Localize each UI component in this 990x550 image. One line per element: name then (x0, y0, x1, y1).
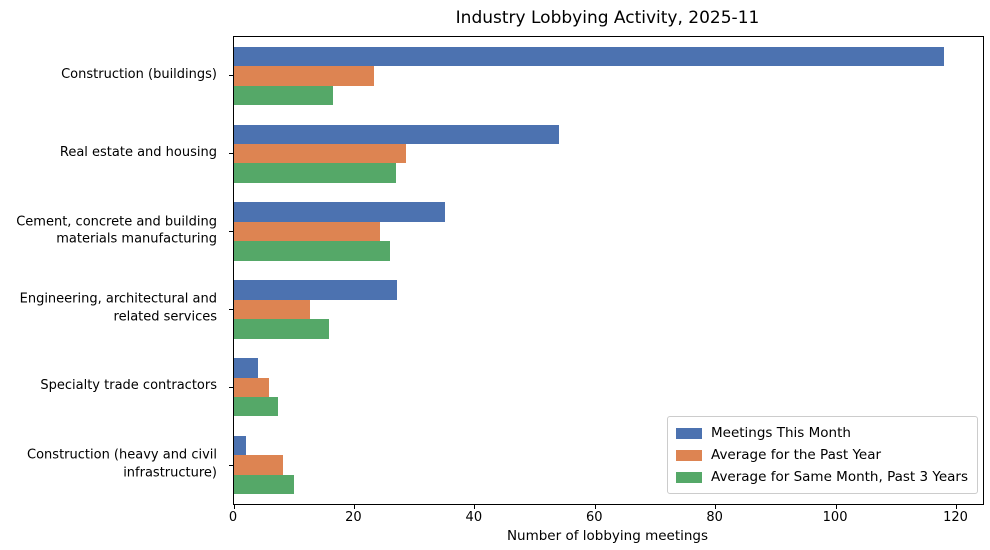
legend: Meetings This Month Average for the Past … (667, 416, 978, 494)
bar-same-month-3yr (234, 319, 330, 339)
x-tick-label: 20 (345, 510, 362, 525)
x-tick-mark (233, 505, 235, 509)
category-label: Engineering, architectural and related s… (19, 291, 217, 325)
y-tick-mark (229, 308, 233, 310)
bar-past-year (234, 66, 375, 86)
legend-swatch (676, 471, 702, 483)
legend-label: Meetings This Month (711, 425, 851, 441)
bar-past-year (234, 144, 407, 164)
x-tick-mark (353, 505, 355, 509)
plot-area: Meetings This Month Average for the Past … (229, 36, 984, 509)
bar-this-month (234, 280, 397, 300)
x-tick-mark (594, 505, 596, 509)
y-tick-mark (229, 231, 233, 233)
category-label: Construction (buildings) (61, 67, 217, 83)
bar-this-month (234, 46, 945, 67)
bar-this-month (234, 435, 247, 456)
legend-swatch (676, 449, 702, 461)
x-tick-label: 60 (585, 510, 603, 525)
bar-same-month-3yr (234, 163, 396, 183)
category-label: Specialty trade contractors (40, 378, 217, 394)
y-axis-labels: Construction (buildings) Real estate and … (0, 36, 225, 503)
x-tick-label: 120 (943, 510, 968, 525)
x-tick-mark (835, 505, 837, 509)
legend-swatch (676, 427, 702, 439)
bar-past-year (234, 455, 283, 475)
y-tick-mark (229, 75, 233, 77)
x-axis-tick-labels: 0 20 40 60 80 100 120 (229, 510, 982, 526)
y-tick-mark (229, 464, 233, 466)
x-tick-mark (956, 505, 957, 509)
y-tick-mark (229, 386, 233, 388)
legend-label: Average for Same Month, Past 3 Years (711, 469, 968, 485)
bar-past-year (234, 377, 269, 397)
category-label: Cement, concrete and building materials … (16, 214, 217, 247)
y-tick-mark (229, 153, 233, 155)
bar-same-month-3yr (234, 85, 333, 106)
bar-same-month-3yr (234, 396, 278, 417)
bar-this-month (234, 202, 445, 222)
legend-label: Average for the Past Year (711, 447, 882, 463)
bar-past-year (234, 221, 381, 242)
legend-row: Meetings This Month (676, 422, 968, 444)
category-label: Real estate and housing (59, 144, 217, 160)
bar-past-year (234, 299, 311, 320)
x-tick-label: 0 (228, 510, 238, 525)
chart-title: Industry Lobbying Activity, 2025-11 (455, 8, 760, 28)
category-label: Construction (heavy and civil infrastruc… (27, 447, 217, 481)
x-axis-label: Number of lobbying meetings (506, 528, 709, 544)
bar-this-month (234, 124, 560, 145)
x-tick-mark (474, 505, 476, 509)
bar-same-month-3yr (234, 241, 390, 261)
bar-this-month (234, 358, 259, 378)
x-tick-label: 80 (706, 510, 723, 525)
x-tick-label: 40 (465, 510, 483, 525)
bar-same-month-3yr (234, 474, 295, 495)
legend-row: Average for Same Month, Past 3 Years (676, 466, 968, 488)
legend-row: Average for the Past Year (676, 444, 968, 466)
x-tick-label: 100 (822, 510, 848, 525)
x-tick-mark (715, 505, 717, 509)
